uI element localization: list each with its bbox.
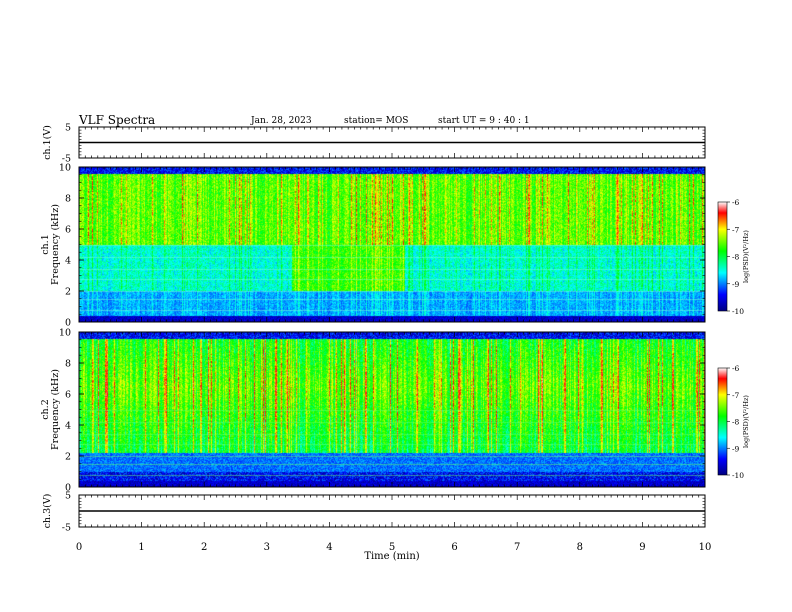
recording-date: Jan. 28, 2023 [251, 116, 312, 126]
x-tick-label: 0 [76, 542, 82, 553]
y-tick-label: 10 [59, 328, 71, 339]
y-tick-label: 4 [65, 256, 71, 267]
panel-ylabel-channel: ch.1 [40, 234, 51, 255]
panel-ylabel-frequency: Frequency (kHz) [50, 204, 61, 285]
x-tick-label: 4 [326, 542, 332, 553]
x-tick-label: 6 [451, 542, 457, 553]
panel-ylabel-channel: ch.2 [40, 399, 51, 420]
y-tick-label: 0 [65, 318, 71, 329]
x-tick-label: 3 [264, 542, 270, 553]
colorbar-tick-label: -10 [732, 307, 744, 316]
x-tick-label: 7 [514, 542, 520, 553]
ch1-spectrogram-image [79, 167, 705, 322]
colorbar-tick-label: -7 [732, 391, 740, 400]
colorbar-label: log(PSD)(V²/Hz) [742, 395, 750, 448]
colorbar-tick-label: -8 [732, 418, 740, 427]
y-tick-label: 2 [65, 452, 71, 463]
x-tick-label: 10 [699, 542, 712, 553]
x-tick-label: 8 [577, 542, 583, 553]
x-axis-title: Time (min) [364, 551, 419, 562]
y-tick-label: 4 [65, 421, 71, 432]
colorbar-label: log(PSD)(V²/Hz) [742, 230, 750, 283]
colorbar-tick-label: -10 [732, 471, 744, 480]
y-tick-label: 0 [65, 483, 71, 494]
start-time-label: start UT = 9 : 40 : 1 [438, 116, 530, 126]
colorbar-tick-label: -6 [732, 364, 740, 373]
y-tick-label: -5 [62, 154, 71, 165]
colorbar [717, 367, 728, 476]
panel-ylabel-frequency: Frequency (kHz) [50, 369, 61, 450]
chart-title: VLF Spectra [79, 113, 156, 127]
y-tick-label: 5 [65, 123, 71, 134]
x-tick-label: 2 [201, 542, 207, 553]
y-tick-label: 6 [65, 225, 71, 236]
colorbar-tick-label: -7 [732, 225, 740, 234]
panel-ylabel: ch.1(V) [42, 125, 53, 160]
colorbar [717, 201, 728, 312]
y-tick-label: 5 [65, 491, 71, 502]
y-tick-label: 6 [65, 390, 71, 401]
colorbar-tick-label: -6 [732, 198, 740, 207]
y-tick-label: -5 [62, 523, 71, 534]
colorbar-tick-label: -8 [732, 253, 740, 262]
station-label: station= MOS [344, 116, 409, 126]
colorbar-tick-label: -9 [732, 444, 740, 453]
y-tick-label: 10 [59, 163, 71, 174]
x-tick-label: 1 [138, 542, 144, 553]
x-tick-label: 9 [639, 542, 645, 553]
y-tick-label: 8 [65, 194, 71, 205]
y-tick-label: 2 [65, 287, 71, 298]
y-tick-label: 8 [65, 359, 71, 370]
panel-ylabel: ch.3(V) [42, 494, 53, 529]
x-tick-label: 5 [389, 542, 395, 553]
colorbar-tick-label: -9 [732, 280, 740, 289]
ch2-spectrogram-image [79, 332, 705, 487]
